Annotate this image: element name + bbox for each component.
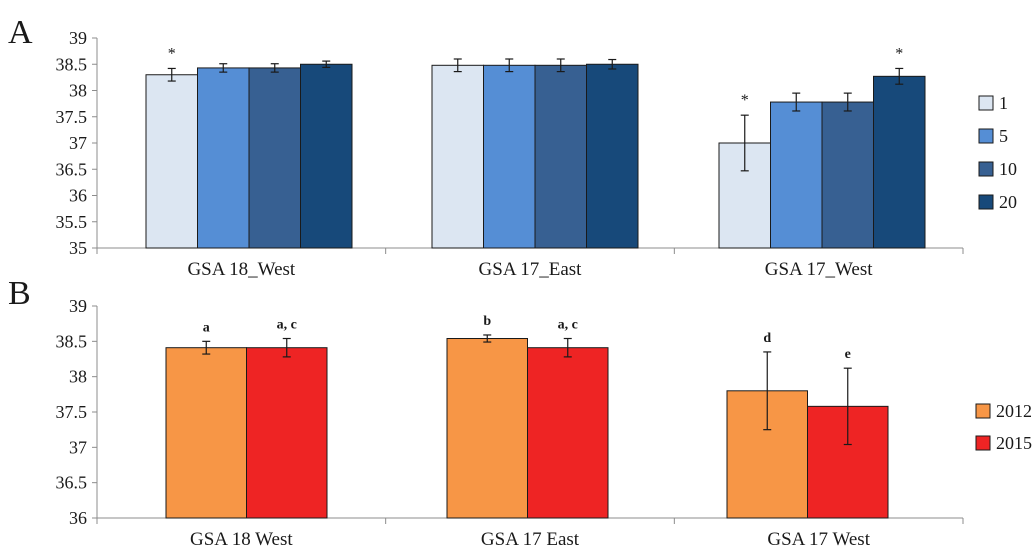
legend-swatch <box>975 403 991 419</box>
bar <box>527 347 609 519</box>
legend-swatch <box>978 194 994 210</box>
legend-label: 10 <box>999 159 1017 179</box>
bar <box>248 67 301 249</box>
bar <box>534 64 587 249</box>
y-tick-label: 37 <box>69 437 87 457</box>
legend-swatch <box>975 435 991 451</box>
x-category-label: GSA 17_East <box>479 259 583 280</box>
legend-swatch <box>978 161 994 177</box>
legend-label: 20 <box>999 192 1017 212</box>
x-category-label: GSA 17 West <box>767 529 870 550</box>
bar <box>431 64 484 249</box>
bar <box>873 75 926 249</box>
bar-annotation: * <box>168 45 176 62</box>
bar <box>586 63 639 249</box>
x-category-label: GSA 18_West <box>187 259 295 280</box>
bar <box>821 101 874 249</box>
bar <box>145 74 198 249</box>
bar-annotation: b <box>483 314 491 329</box>
legend-label: 2012 <box>996 401 1032 421</box>
bar <box>300 63 353 249</box>
y-tick-label: 38 <box>69 367 87 387</box>
x-category-label: GSA 17 East <box>481 529 580 550</box>
panel-label: A <box>8 14 33 51</box>
bar <box>246 347 328 519</box>
y-tick-label: 38 <box>69 81 87 101</box>
y-tick-label: 36 <box>69 508 87 528</box>
bar-annotation: e <box>845 347 851 362</box>
y-tick-label: 36.5 <box>56 473 88 493</box>
legend-swatch <box>978 95 994 111</box>
x-category-label: GSA 17_West <box>765 259 873 280</box>
bar <box>446 338 528 519</box>
y-tick-label: 38.5 <box>56 331 88 351</box>
y-tick-label: 37.5 <box>56 402 88 422</box>
bar <box>770 101 823 249</box>
y-tick-label: 35.5 <box>56 212 88 232</box>
y-tick-label: 36.5 <box>56 159 88 179</box>
legend-label: 5 <box>999 126 1008 146</box>
bar-annotation: a <box>203 320 210 335</box>
legend-label: 2015 <box>996 433 1032 453</box>
y-tick-label: 39 <box>69 296 87 316</box>
y-tick-label: 35 <box>69 238 87 258</box>
bar-annotation: * <box>741 92 749 109</box>
legend-swatch <box>978 128 994 144</box>
bar-annotation: a, c <box>558 318 578 333</box>
bar <box>165 347 247 519</box>
y-tick-label: 37.5 <box>56 107 88 127</box>
bar <box>483 64 536 249</box>
bar-annotation: a, c <box>277 318 297 333</box>
y-tick-label: 38.5 <box>56 54 88 74</box>
bar <box>197 67 250 249</box>
panel-label: B <box>8 275 31 312</box>
bar-annotation: * <box>895 45 903 62</box>
legend-label: 1 <box>999 93 1008 113</box>
y-tick-label: 39 <box>69 28 87 48</box>
y-tick-label: 37 <box>69 133 87 153</box>
bar-annotation: d <box>763 331 771 346</box>
x-category-label: GSA 18 West <box>190 529 293 550</box>
y-tick-label: 36 <box>69 186 87 206</box>
